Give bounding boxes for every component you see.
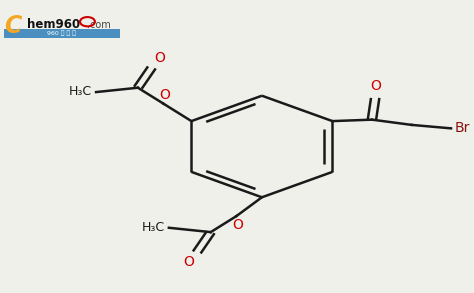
Text: O: O: [232, 218, 243, 231]
FancyBboxPatch shape: [4, 29, 120, 38]
Text: 960 化 工 网: 960 化 工 网: [47, 30, 76, 36]
Text: .com: .com: [87, 20, 111, 30]
Text: O: O: [370, 79, 381, 93]
Text: O: O: [183, 255, 194, 269]
Text: O: O: [159, 88, 170, 102]
Text: hem960: hem960: [27, 18, 80, 31]
Text: O: O: [154, 50, 165, 64]
Text: C: C: [4, 14, 21, 38]
Text: Br: Br: [455, 121, 470, 135]
Text: H₃C: H₃C: [142, 221, 165, 234]
Text: H₃C: H₃C: [69, 85, 92, 98]
